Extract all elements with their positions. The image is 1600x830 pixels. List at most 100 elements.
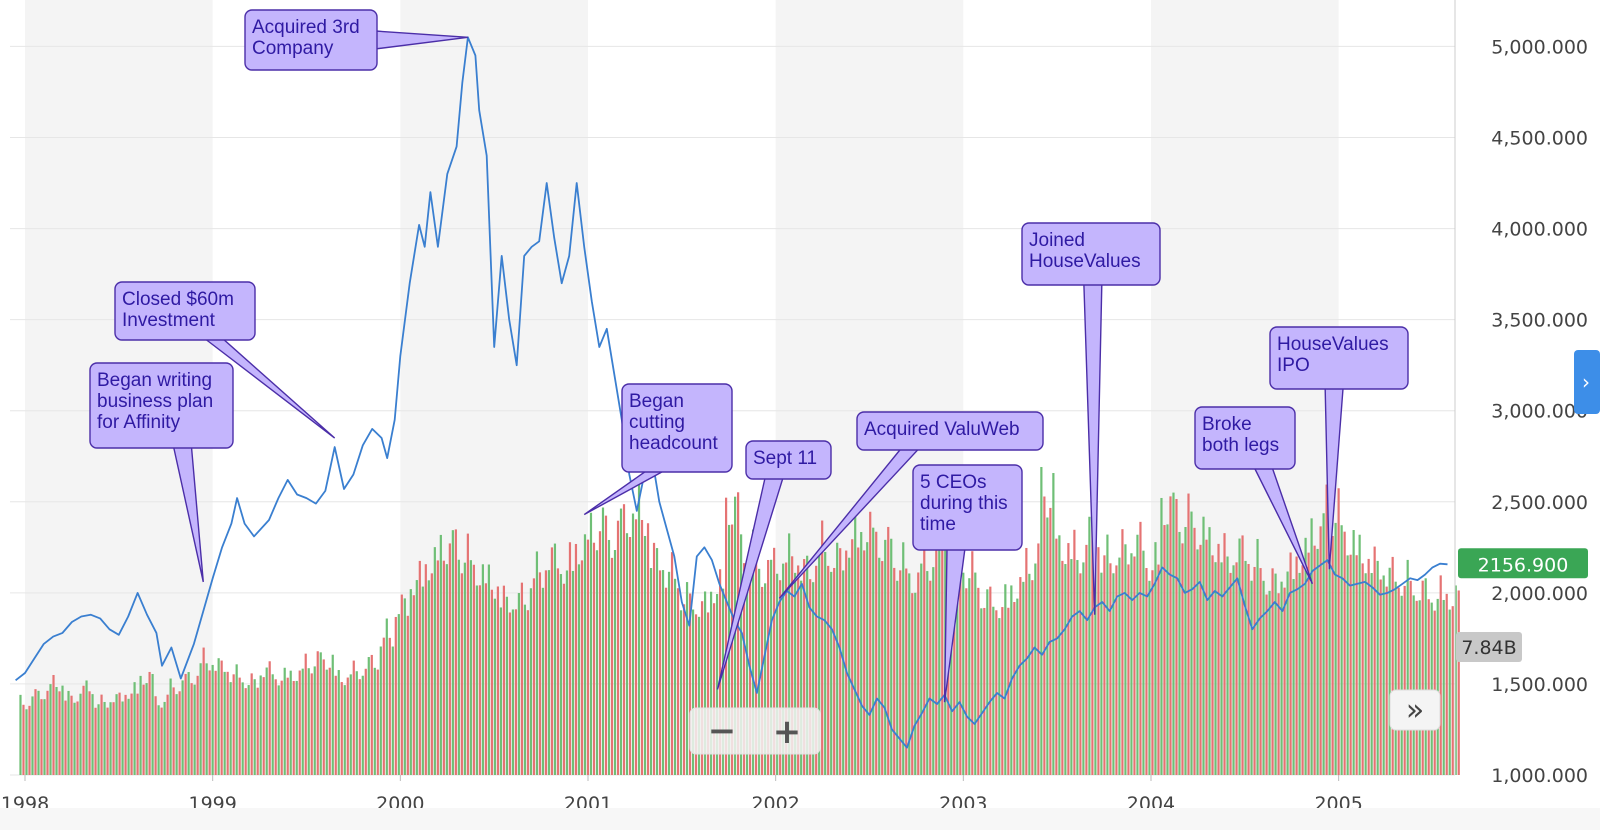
volume-bar — [974, 572, 977, 775]
volume-bar — [586, 539, 590, 775]
volume-bar — [469, 560, 472, 775]
volume-bar — [1322, 513, 1325, 775]
volume-bar — [752, 529, 755, 775]
volume-bar — [1352, 530, 1355, 775]
annotation-box — [89, 362, 234, 449]
volume-bar — [1061, 560, 1064, 775]
volume-bar — [214, 670, 217, 775]
volume-bar — [496, 586, 499, 775]
volume-bar — [1085, 544, 1088, 775]
volume-bar — [1403, 585, 1406, 775]
volume-bar — [76, 701, 79, 775]
volume-bar — [334, 675, 337, 775]
volume-bar — [115, 694, 118, 775]
volume-bar — [890, 538, 893, 775]
volume-bar — [271, 674, 274, 775]
expand-panel-button[interactable]: › — [1574, 350, 1600, 414]
volume-bar — [1235, 562, 1238, 775]
volume-bar — [535, 551, 539, 775]
volume-bar — [1091, 523, 1094, 775]
volume-bar — [460, 573, 463, 775]
volume-bar — [1421, 580, 1424, 775]
volume-bar — [472, 564, 475, 775]
annotation-text: time — [920, 514, 956, 535]
volume-bars — [19, 466, 1460, 775]
volume-bar — [451, 530, 454, 775]
y-tick-label: 4,500.000 — [1491, 128, 1588, 150]
volume-bar — [178, 691, 181, 775]
volume-bar — [1445, 593, 1448, 775]
volume-bar — [734, 496, 737, 775]
volume-bar — [319, 652, 322, 775]
volume-bar — [1259, 568, 1262, 775]
volume-bar — [1280, 581, 1283, 775]
volume-bar — [685, 582, 689, 775]
annotation-text: HouseValues — [1029, 251, 1141, 272]
volume-bar — [412, 595, 415, 775]
volume-bar — [721, 588, 725, 775]
volume-bar — [911, 593, 914, 775]
y-tick-label: 5,000.000 — [1491, 36, 1588, 58]
annotation-box — [1269, 326, 1409, 390]
volume-bar — [920, 563, 923, 775]
volume-bar — [1343, 531, 1346, 775]
volume-bar — [962, 572, 965, 775]
annotation-text: during this — [920, 493, 1008, 514]
volume-bar — [154, 696, 157, 775]
volume-bar — [1079, 573, 1082, 775]
volume-bar — [610, 557, 614, 775]
y-tick-label: 3,000.000 — [1491, 401, 1588, 423]
volume-bar — [184, 673, 187, 775]
volume-bar — [52, 674, 55, 775]
zoom-in-button[interactable]: + — [758, 711, 816, 752]
volume-bar — [1172, 492, 1175, 775]
volume-bar — [1208, 527, 1211, 775]
volume-bar — [833, 567, 836, 775]
volume-bar — [1148, 580, 1151, 775]
volume-bar — [643, 535, 647, 775]
volume-bar — [673, 578, 677, 775]
volume-bar — [998, 618, 1001, 775]
annotation-text: headcount — [629, 433, 718, 454]
volume-bar — [529, 588, 533, 775]
volume-bar — [682, 604, 686, 775]
volume-bar — [34, 689, 37, 775]
volume-bar — [97, 704, 100, 775]
volume-bar — [208, 670, 211, 775]
annotation-box — [745, 440, 832, 480]
volume-bar — [652, 542, 656, 775]
volume-bar — [1247, 564, 1250, 775]
volume-bar — [712, 603, 716, 775]
annotation-seam — [948, 546, 965, 549]
volume-bar — [1370, 573, 1373, 775]
volume-bar — [809, 579, 812, 775]
annotation-text: Company — [252, 38, 334, 59]
volume-bar — [782, 563, 785, 775]
volume-bar — [157, 705, 160, 775]
volume-bar — [226, 671, 229, 775]
volume-bar — [1358, 534, 1361, 775]
zoom-out-button[interactable]: − — [694, 711, 752, 751]
volume-bar — [767, 559, 770, 775]
volume-bar — [94, 707, 97, 775]
volume-bar — [1145, 568, 1148, 775]
volume-bar — [908, 573, 911, 775]
volume-bar — [709, 591, 713, 775]
volume-bar — [971, 551, 974, 775]
volume-bar — [256, 687, 259, 775]
volume-bar — [1310, 518, 1313, 775]
volume-bar — [139, 675, 142, 775]
volume-bar — [884, 539, 887, 775]
volume-bar — [325, 669, 328, 775]
volume-bar — [1184, 527, 1187, 775]
volume-bar — [1256, 538, 1259, 775]
scroll-forward-button[interactable]: » — [1389, 689, 1441, 731]
volume-bar — [1409, 580, 1412, 775]
volume-bar — [746, 573, 749, 775]
volume-bar — [932, 567, 935, 775]
y-tick-label: 1,500.000 — [1491, 674, 1588, 696]
volume-bar — [388, 637, 391, 775]
volume-bar — [64, 700, 67, 775]
